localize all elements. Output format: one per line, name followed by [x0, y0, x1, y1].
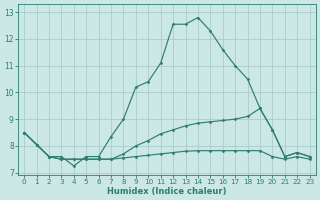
X-axis label: Humidex (Indice chaleur): Humidex (Indice chaleur): [107, 187, 227, 196]
